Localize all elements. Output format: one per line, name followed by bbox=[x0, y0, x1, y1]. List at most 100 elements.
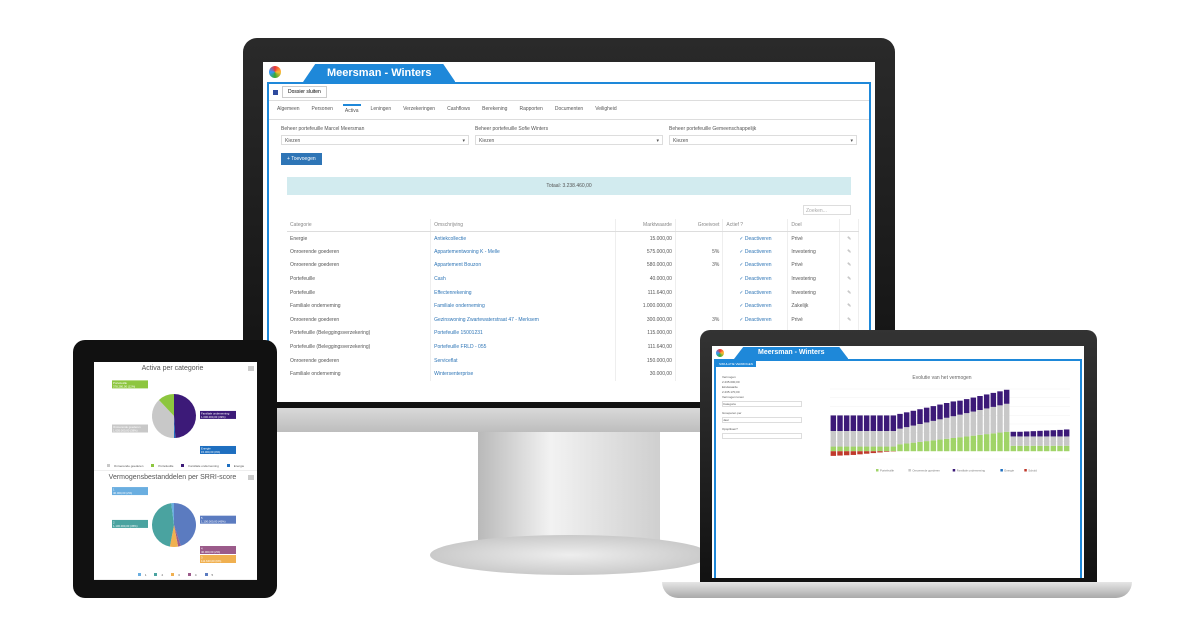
filter-select[interactable]: Kiezen ▾ bbox=[669, 135, 857, 145]
tab-leningen[interactable]: Leningen bbox=[370, 106, 392, 112]
edit-cell[interactable]: ✎ bbox=[839, 258, 859, 273]
bar-familiale-onderneming[interactable] bbox=[930, 406, 937, 421]
bar-portefeuille[interactable] bbox=[890, 446, 897, 452]
bar-familiale-onderneming[interactable] bbox=[990, 392, 997, 407]
bar-familiale-onderneming[interactable] bbox=[937, 404, 943, 420]
pie-slice[interactable] bbox=[174, 525, 181, 547]
bar-familiale-onderneming[interactable] bbox=[903, 412, 910, 428]
bar-portefeuille[interactable] bbox=[937, 439, 943, 452]
menu-icon[interactable] bbox=[248, 366, 254, 371]
bar-onroerende-goederen[interactable] bbox=[830, 431, 837, 447]
bar-portefeuille[interactable] bbox=[883, 446, 890, 452]
search-input[interactable]: Zoeken... bbox=[803, 205, 851, 215]
cell-active[interactable]: ✓ Deactiveren bbox=[722, 258, 789, 273]
bar-familiale-onderneming[interactable] bbox=[983, 394, 990, 409]
bar-portefeuille[interactable] bbox=[983, 434, 990, 452]
pie-slice[interactable] bbox=[174, 394, 197, 438]
legend-item[interactable]: Energie bbox=[1004, 468, 1014, 472]
legend-item[interactable]: Familiale onderneming bbox=[179, 464, 220, 468]
bar-onroerende-goederen[interactable] bbox=[1037, 436, 1043, 446]
column-header[interactable]: Categorie bbox=[287, 219, 432, 232]
cell-active[interactable]: ✓ Deactiveren bbox=[722, 231, 789, 246]
bar-onroerende-goederen[interactable] bbox=[957, 414, 963, 438]
column-header[interactable]: Marktwaarde bbox=[615, 219, 676, 232]
bar-onroerende-goederen[interactable] bbox=[890, 431, 897, 447]
edit-cell[interactable]: ✎ bbox=[839, 231, 859, 246]
bar-onroerende-goederen[interactable] bbox=[930, 420, 937, 441]
bar-onroerende-goederen[interactable] bbox=[903, 427, 910, 444]
field-value[interactable]: 2.235.000,00 bbox=[722, 380, 802, 385]
bar-familiale-onderneming[interactable] bbox=[910, 410, 917, 426]
bar-schuld[interactable] bbox=[870, 451, 877, 454]
bar-familiale-onderneming[interactable] bbox=[830, 415, 837, 431]
bar-onroerende-goederen[interactable] bbox=[950, 416, 957, 438]
bar-familiale-onderneming[interactable] bbox=[923, 407, 930, 423]
cell-active[interactable]: ✓ Deactiveren bbox=[722, 245, 789, 259]
bar-portefeuille[interactable] bbox=[843, 446, 850, 452]
cell-description[interactable]: Portefeuille FRLD - 055 bbox=[430, 340, 617, 354]
bar-onroerende-goederen[interactable] bbox=[843, 431, 850, 447]
bar-schuld[interactable] bbox=[857, 451, 863, 455]
edit-cell[interactable]: ✎ bbox=[839, 285, 859, 300]
legend-item[interactable]: Schuld bbox=[1028, 468, 1037, 472]
bar-familiale-onderneming[interactable] bbox=[1063, 429, 1070, 437]
edit-icon[interactable]: ✎ bbox=[847, 235, 852, 242]
menu-icon[interactable] bbox=[248, 475, 254, 480]
bar-portefeuille[interactable] bbox=[1030, 445, 1037, 452]
bar-familiale-onderneming[interactable] bbox=[997, 391, 1003, 406]
bar-onroerende-goederen[interactable] bbox=[943, 417, 950, 439]
bar-familiale-onderneming[interactable] bbox=[877, 415, 883, 431]
bar-schuld[interactable] bbox=[877, 451, 883, 453]
bar-onroerende-goederen[interactable] bbox=[1063, 436, 1070, 446]
edit-icon[interactable]: ✎ bbox=[847, 316, 852, 323]
bar-portefeuille[interactable] bbox=[897, 444, 903, 452]
bar-familiale-onderneming[interactable] bbox=[1043, 430, 1050, 437]
pie-slice[interactable] bbox=[158, 394, 174, 416]
cell-description[interactable]: Appartementwoning K - Melle bbox=[430, 245, 617, 259]
bar-onroerende-goederen[interactable] bbox=[1050, 436, 1057, 446]
bar-familiale-onderneming[interactable] bbox=[1003, 389, 1010, 404]
bar-portefeuille[interactable] bbox=[830, 446, 837, 452]
edit-icon[interactable]: ✎ bbox=[847, 303, 852, 310]
pie-slice[interactable] bbox=[174, 503, 196, 546]
legend-item[interactable]: 1 bbox=[136, 573, 149, 577]
filter-select[interactable]: Kiezen ▾ bbox=[281, 135, 469, 145]
bar-schuld[interactable] bbox=[843, 451, 850, 456]
bar-onroerende-goederen[interactable] bbox=[883, 431, 890, 447]
bar-onroerende-goederen[interactable] bbox=[917, 424, 923, 442]
bar-onroerende-goederen[interactable] bbox=[1023, 436, 1030, 446]
bar-familiale-onderneming[interactable] bbox=[977, 396, 983, 410]
bar-onroerende-goederen[interactable] bbox=[897, 428, 903, 445]
bar-portefeuille[interactable] bbox=[850, 446, 857, 452]
column-header[interactable]: Actief ? bbox=[722, 219, 789, 232]
cell-description[interactable]: Effectenrekening bbox=[430, 285, 617, 300]
bar-portefeuille[interactable] bbox=[877, 446, 883, 452]
bar-familiale-onderneming[interactable] bbox=[917, 409, 923, 424]
bar-portefeuille[interactable] bbox=[950, 438, 957, 452]
bar-onroerende-goederen[interactable] bbox=[1017, 436, 1023, 446]
bar-portefeuille[interactable] bbox=[997, 432, 1003, 452]
bar-familiale-onderneming[interactable] bbox=[857, 415, 863, 431]
tab-documenten[interactable]: Documenten bbox=[554, 106, 584, 112]
pie-slice[interactable] bbox=[174, 416, 176, 438]
bar-familiale-onderneming[interactable] bbox=[950, 401, 957, 417]
bar-onroerende-goederen[interactable] bbox=[990, 406, 997, 434]
bar-familiale-onderneming[interactable] bbox=[843, 415, 850, 431]
legend-item[interactable]: 3 bbox=[169, 573, 182, 577]
bar-onroerende-goederen[interactable] bbox=[1030, 436, 1037, 446]
bar-familiale-onderneming[interactable] bbox=[1037, 430, 1043, 437]
bar-portefeuille[interactable] bbox=[1043, 445, 1050, 452]
cell-active[interactable]: ✓ Deactiveren bbox=[722, 299, 789, 314]
bar-familiale-onderneming[interactable] bbox=[957, 400, 963, 415]
tab-veiligheid[interactable]: Veiligheid bbox=[595, 106, 617, 112]
pie-slice[interactable] bbox=[169, 525, 179, 547]
legend-item[interactable]: Onroerende goederen bbox=[105, 464, 146, 468]
bar-onroerende-goederen[interactable] bbox=[1057, 436, 1063, 446]
bar-familiale-onderneming[interactable] bbox=[883, 415, 890, 431]
bar-portefeuille[interactable] bbox=[1017, 445, 1023, 452]
bar-familiale-onderneming[interactable] bbox=[1017, 431, 1023, 437]
bar-portefeuille[interactable] bbox=[930, 440, 937, 452]
bar-portefeuille[interactable] bbox=[1023, 445, 1030, 452]
bar-portefeuille[interactable] bbox=[1037, 445, 1043, 452]
bar-portefeuille[interactable] bbox=[977, 434, 983, 452]
